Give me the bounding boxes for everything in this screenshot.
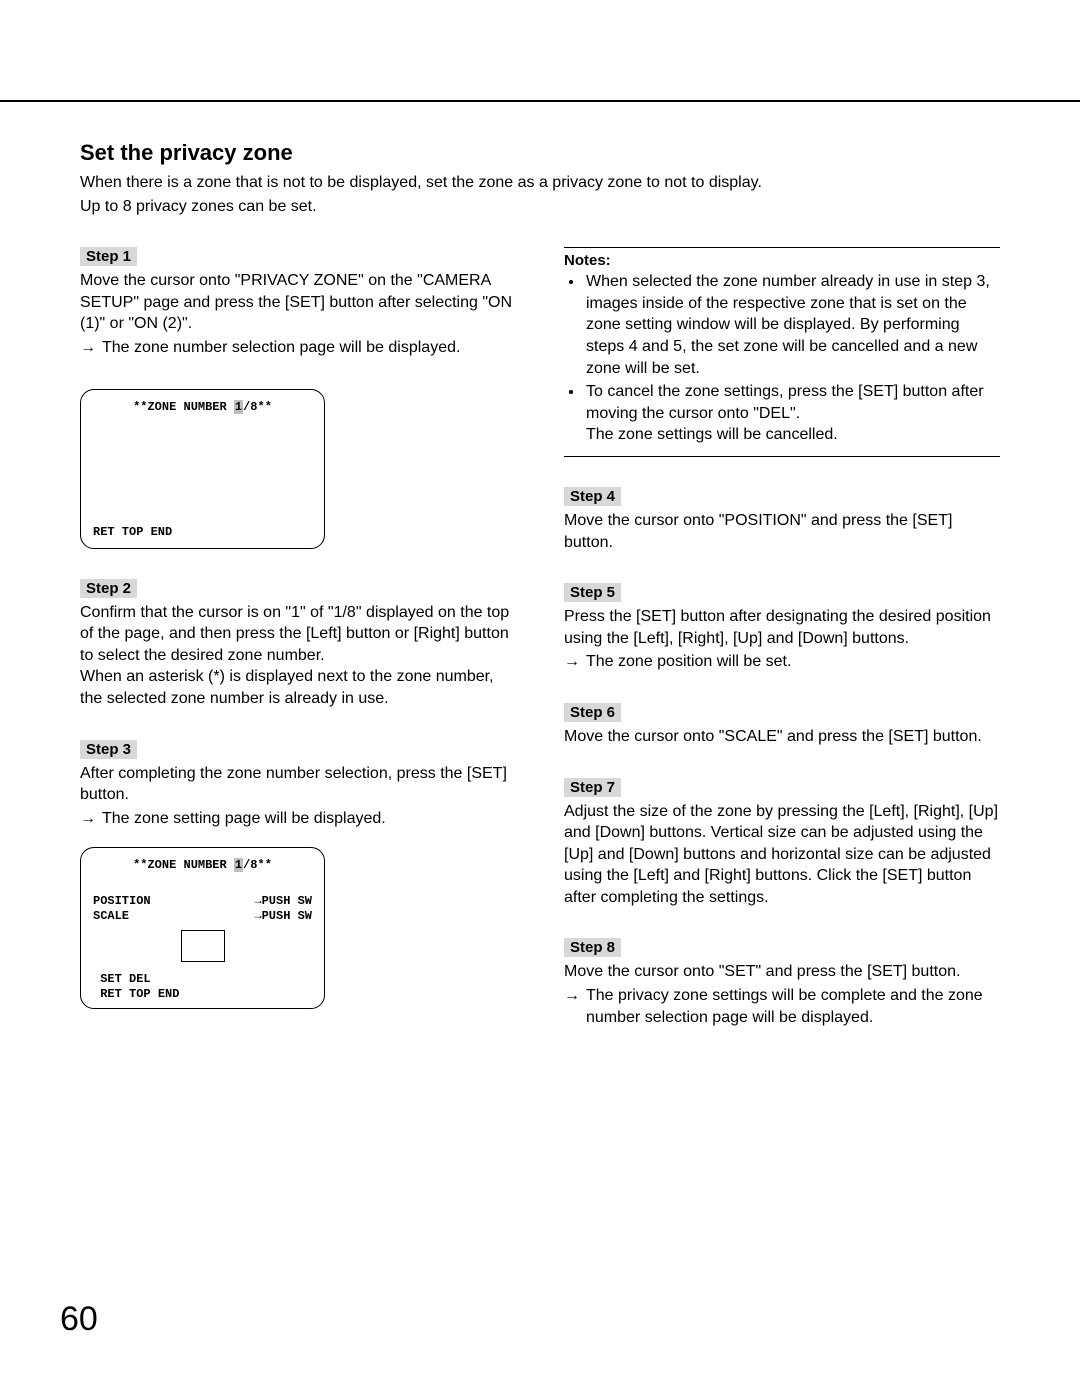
screen2-center-rect: [181, 930, 225, 962]
step-5-text: Press the [SET] button after designating…: [564, 608, 991, 647]
step-4-body: Move the cursor onto "POSITION" and pres…: [564, 510, 1000, 553]
screen2-highlight: 1: [234, 858, 243, 872]
screen1-pre: **ZONE NUMBER: [133, 400, 234, 414]
right-arrow-icon: →: [80, 337, 96, 359]
screen1-footer: RET TOP END: [93, 525, 312, 540]
screen2-row-position: POSITION →PUSH SW: [93, 894, 312, 909]
step-8-block: Step 8 Move the cursor onto "SET" and pr…: [564, 938, 1000, 1028]
step-3-arrow-line: → The zone setting page will be displaye…: [80, 808, 516, 830]
document-page: Set the privacy zone When there is a zon…: [0, 0, 1080, 1399]
step-3-body: After completing the zone number selecti…: [80, 763, 516, 830]
step-2-text: Confirm that the cursor is on "1" of "1/…: [80, 604, 509, 707]
right-arrow-icon: →: [80, 808, 96, 830]
screen2-scale-label: SCALE: [93, 909, 129, 924]
notes-title: Notes:: [564, 252, 1000, 269]
screen2-header: **ZONE NUMBER 1/8**: [93, 858, 312, 873]
screen2-footer-bot-text: RET TOP END: [100, 987, 179, 1001]
screen2-position-value: →PUSH SW: [254, 894, 312, 909]
step-1-label: Step 1: [80, 247, 137, 266]
step-5-label: Step 5: [564, 583, 621, 602]
screen1-post: /8**: [243, 400, 272, 414]
step-3-block: Step 3 After completing the zone number …: [80, 740, 516, 830]
page-number: 60: [60, 1300, 98, 1339]
step-2-block: Step 2 Confirm that the cursor is on "1"…: [80, 579, 516, 710]
step-8-label: Step 8: [564, 938, 621, 957]
step-6-label: Step 6: [564, 703, 621, 722]
notes-item-2-text: To cancel the zone settings, press the […: [586, 383, 984, 443]
top-horizontal-rule: [0, 100, 1080, 102]
step-5-arrow-line: → The zone position will be set.: [564, 651, 1000, 673]
step-1-block: Step 1 Move the cursor onto "PRIVACY ZON…: [80, 247, 516, 358]
two-column-layout: Step 1 Move the cursor onto "PRIVACY ZON…: [80, 247, 1000, 1058]
page-content: Set the privacy zone When there is a zon…: [80, 140, 1000, 1058]
step-7-label: Step 7: [564, 778, 621, 797]
left-column: Step 1 Move the cursor onto "PRIVACY ZON…: [80, 247, 516, 1058]
step-8-arrow-text: The privacy zone settings will be comple…: [586, 985, 1000, 1028]
step-2-body: Confirm that the cursor is on "1" of "1/…: [80, 602, 516, 710]
step-2-label: Step 2: [80, 579, 137, 598]
notes-item-1: When selected the zone number already in…: [584, 271, 1000, 379]
screen1-header: **ZONE NUMBER 1/8**: [93, 400, 312, 415]
screen2-post: /8**: [243, 858, 272, 872]
step-1-body: Move the cursor onto "PRIVACY ZONE" on t…: [80, 270, 516, 358]
step-1-arrow-text: The zone number selection page will be d…: [102, 337, 516, 359]
notes-block: Notes: When selected the zone number alr…: [564, 247, 1000, 457]
notes-item-2: To cancel the zone settings, press the […: [584, 381, 1000, 446]
step-8-text: Move the cursor onto "SET" and press the…: [564, 963, 960, 980]
screen2-footer-bot: RET TOP END: [93, 987, 312, 1002]
right-arrow-icon: →: [564, 651, 580, 673]
section-title: Set the privacy zone: [80, 140, 1000, 166]
right-arrow-icon: →: [564, 985, 580, 1007]
step-6-block: Step 6 Move the cursor onto "SCALE" and …: [564, 703, 1000, 748]
screen2-pre: **ZONE NUMBER: [133, 858, 234, 872]
screen2-footer-top: SET DEL: [93, 972, 312, 987]
screen1-highlight: 1: [234, 400, 243, 414]
notes-list: When selected the zone number already in…: [564, 271, 1000, 446]
screen1-spacer: [93, 430, 312, 525]
step-5-arrow-text: The zone position will be set.: [586, 651, 1000, 673]
step-1-text: Move the cursor onto "PRIVACY ZONE" on t…: [80, 272, 512, 332]
step-6-text: Move the cursor onto "SCALE" and press t…: [564, 728, 982, 745]
step-3-arrow-text: The zone setting page will be displayed.: [102, 808, 516, 830]
screen2-scale-value: →PUSH SW: [254, 909, 312, 924]
right-column: Notes: When selected the zone number alr…: [564, 247, 1000, 1058]
step-3-label: Step 3: [80, 740, 137, 759]
zone-number-screen-1: **ZONE NUMBER 1/8** RET TOP END: [80, 389, 325, 549]
step-3-text: After completing the zone number selecti…: [80, 765, 507, 804]
zone-number-screen-2: **ZONE NUMBER 1/8** POSITION→PUSH SWSCAL…: [80, 847, 325, 1009]
step-7-body: Adjust the size of the zone by pressing …: [564, 801, 1000, 909]
intro-line-2: Up to 8 privacy zones can be set.: [80, 196, 1000, 218]
step-7-text: Adjust the size of the zone by pressing …: [564, 803, 998, 906]
step-8-body: Move the cursor onto "SET" and press the…: [564, 961, 1000, 1028]
step-4-block: Step 4 Move the cursor onto "POSITION" a…: [564, 487, 1000, 553]
step-8-arrow-line: → The privacy zone settings will be comp…: [564, 985, 1000, 1028]
step-6-body: Move the cursor onto "SCALE" and press t…: [564, 726, 1000, 748]
step-7-block: Step 7 Adjust the size of the zone by pr…: [564, 778, 1000, 909]
screen2-footer-top-text: SET DEL: [100, 972, 150, 986]
step-4-label: Step 4: [564, 487, 621, 506]
intro-line-1: When there is a zone that is not to be d…: [80, 172, 1000, 194]
step-5-block: Step 5 Press the [SET] button after desi…: [564, 583, 1000, 673]
step-1-arrow-line: → The zone number selection page will be…: [80, 337, 516, 359]
step-5-body: Press the [SET] button after designating…: [564, 606, 1000, 673]
screen2-position-label: POSITION: [93, 894, 151, 909]
screen2-row-scale: SCALE →PUSH SW: [93, 909, 312, 924]
step-4-text: Move the cursor onto "POSITION" and pres…: [564, 512, 952, 551]
